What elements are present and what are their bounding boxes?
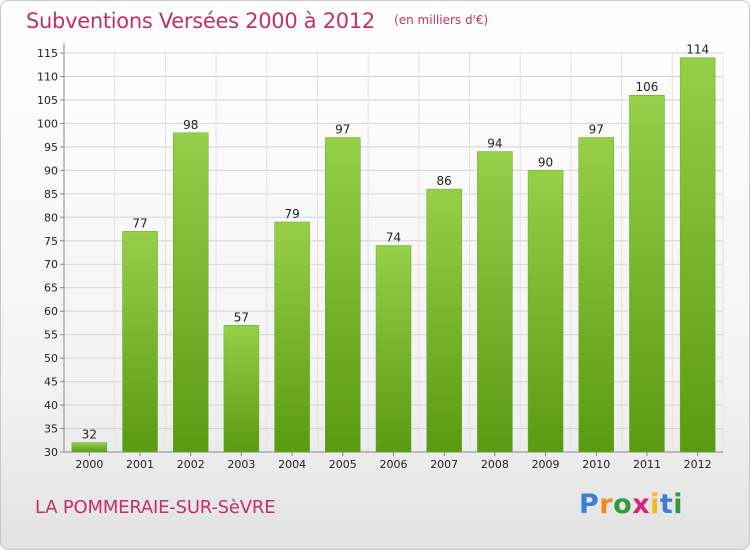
- data-label: 57: [234, 310, 249, 324]
- y-tick-label: 40: [44, 399, 58, 412]
- data-label: 79: [284, 207, 299, 221]
- x-tick-label: 2000: [75, 458, 103, 471]
- bar-2000: [71, 442, 108, 453]
- data-label: 90: [538, 155, 553, 169]
- title-row: Subventions Versées 2000 à 2012 (en mill…: [26, 9, 488, 33]
- commune-name: LA POMMERAIE-SUR-SèVRE: [35, 497, 276, 518]
- bar-2002: [172, 132, 209, 453]
- bar-2012: [679, 57, 716, 453]
- bar-2007: [426, 188, 462, 453]
- y-tick-label: 55: [44, 329, 58, 342]
- y-tick-label: 105: [37, 94, 58, 107]
- y-tick-label: 65: [44, 282, 58, 295]
- x-tick-label: 2003: [227, 458, 255, 471]
- x-tick-label: 2004: [278, 458, 306, 471]
- x-tick-label: 2006: [380, 458, 408, 471]
- bar-2003: [223, 325, 260, 453]
- x-tick-label: 2010: [582, 458, 610, 471]
- x-tick-label: 2009: [532, 458, 560, 471]
- data-label: 86: [437, 174, 452, 188]
- data-label: 97: [335, 122, 350, 136]
- y-tick-label: 70: [44, 258, 58, 271]
- bar-2008: [477, 151, 513, 453]
- y-tick-label: 90: [44, 164, 58, 177]
- x-tick-label: 2012: [684, 458, 712, 471]
- data-label: 74: [386, 230, 401, 244]
- data-label: 98: [183, 118, 198, 132]
- x-tick-label: 2005: [329, 458, 357, 471]
- data-label: 114: [686, 43, 709, 57]
- bar-2010: [578, 137, 615, 453]
- data-label: 77: [132, 216, 147, 230]
- bar-2004: [274, 221, 310, 453]
- bar-2009: [527, 170, 564, 453]
- proxiti-logo[interactable]: Proxiti: [579, 489, 683, 520]
- y-tick-label: 100: [37, 117, 58, 130]
- logo-letter: i: [650, 489, 660, 520]
- x-tick-label: 2008: [481, 458, 509, 471]
- y-tick-label: 30: [44, 446, 58, 459]
- y-tick-label: 80: [44, 211, 58, 224]
- y-tick-label: 85: [44, 188, 58, 201]
- bar-2005: [325, 137, 361, 453]
- chart-title: Subventions Versées 2000 à 2012: [26, 9, 375, 33]
- y-tick-label: 75: [44, 235, 58, 248]
- logo-letter: x: [632, 489, 651, 520]
- x-tick-label: 2007: [430, 458, 458, 471]
- x-tick-label: 2001: [126, 458, 154, 471]
- x-tick-label: 2002: [177, 458, 205, 471]
- bar-2001: [122, 231, 158, 453]
- y-tick-label: 115: [37, 47, 58, 60]
- logo-letter: i: [673, 489, 684, 520]
- y-tick-label: 110: [37, 70, 58, 83]
- y-tick-label: 35: [44, 423, 58, 436]
- logo-letter: r: [599, 489, 614, 520]
- data-label: 106: [636, 80, 659, 94]
- y-tick-label: 95: [44, 141, 58, 154]
- data-label: 32: [82, 428, 97, 442]
- bars: [71, 57, 716, 453]
- x-tick-label: 2011: [633, 458, 661, 471]
- axes: 30 35 40 45 50 55 60 65 70 75 80 85 90 95 100 105 110 115…: [37, 43, 723, 471]
- chart-subtitle: (en milliers d'€): [394, 13, 489, 27]
- data-label: 94: [487, 137, 502, 151]
- logo-letter: t: [659, 489, 674, 520]
- data-labels: 32 77 98 57 79 97 74 86 94 90 97 106 114: [82, 43, 709, 442]
- logo-letter: o: [613, 489, 633, 520]
- y-tick-label: 50: [44, 352, 58, 365]
- bar-2006: [375, 245, 412, 453]
- logo-letter: P: [579, 489, 600, 520]
- data-label: 97: [589, 122, 604, 136]
- y-tick-label: 60: [44, 305, 58, 318]
- bar-2011: [629, 94, 665, 453]
- y-tick-label: 45: [44, 376, 58, 389]
